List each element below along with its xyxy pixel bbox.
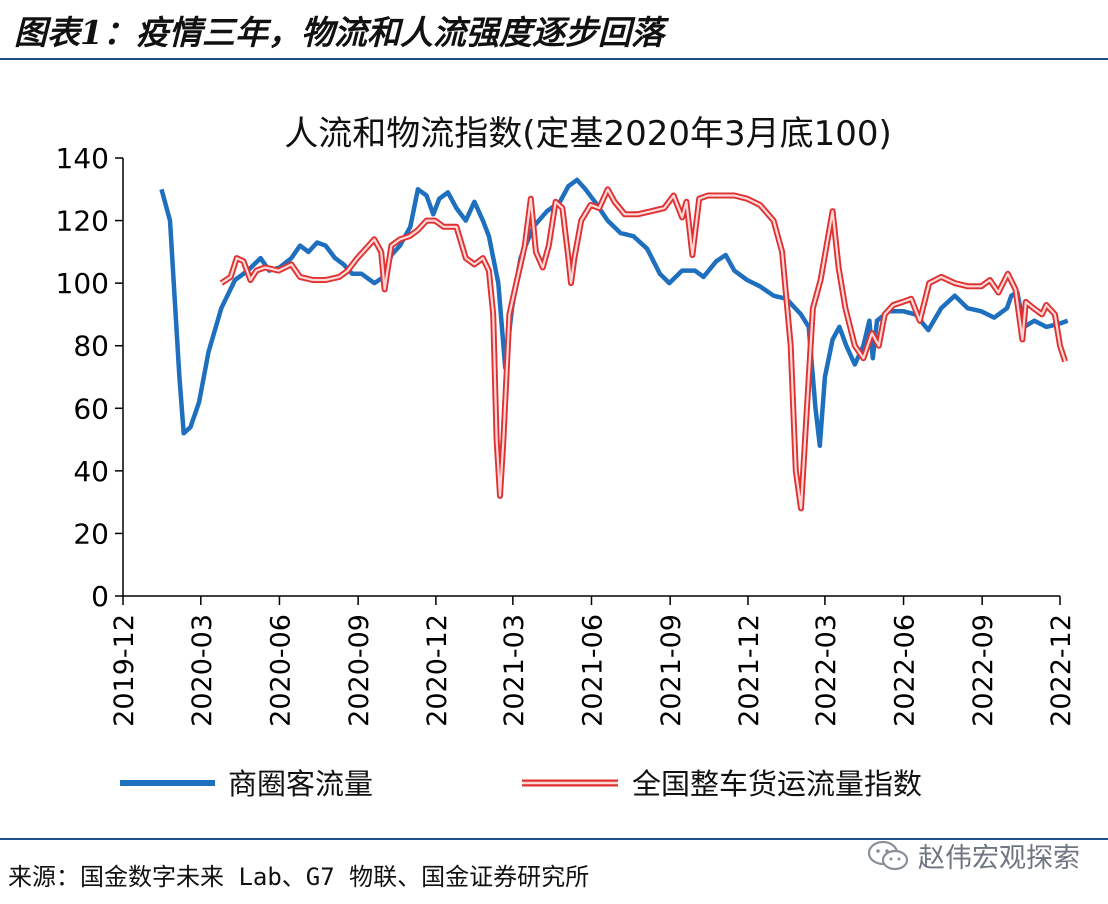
x-tick-label: 2022-06 <box>890 614 921 727</box>
footer-divider <box>0 838 1108 840</box>
x-tick-label: 2021-03 <box>499 614 530 727</box>
source-note: 来源：国金数字未来 Lab、G7 物联、国金证券研究所 <box>8 863 590 891</box>
series-layer <box>159 177 1069 512</box>
y-tick-label: 0 <box>91 580 109 613</box>
series-line <box>220 188 1067 510</box>
x-axis: 2019-12 2020-03 2020-06 2020-09 2020-12 2021-… <box>109 595 1077 727</box>
watermark: 赵伟宏观探索 <box>866 836 1080 875</box>
x-tick-label: 2020-06 <box>265 614 296 727</box>
x-tick-label: 2021-06 <box>578 614 609 727</box>
series-line <box>159 177 1069 449</box>
x-tick-label: 2020-09 <box>344 614 375 727</box>
legend-label: 商圈客流量 <box>228 767 373 801</box>
series-line-outline <box>219 186 1068 512</box>
y-tick-label: 100 <box>56 267 109 300</box>
y-tick-label: 120 <box>56 205 109 238</box>
x-tick-label: 2022-12 <box>1046 614 1077 727</box>
series-2 <box>219 186 1068 512</box>
y-tick-label: 60 <box>73 392 109 425</box>
x-tick-label: 2020-03 <box>187 614 218 727</box>
figure-title: 图表1：疫情三年，物流和人流强度逐步回落 <box>14 13 664 52</box>
x-tick-label: 2019-12 <box>109 614 140 727</box>
x-tick-label: 2022-03 <box>811 614 842 727</box>
x-tick-label: 2021-09 <box>656 614 687 727</box>
header-divider <box>0 58 1108 60</box>
series-1 <box>159 177 1069 449</box>
x-tick-label: 2021-12 <box>734 614 765 727</box>
legend-item-1: 商圈客流量 <box>120 767 373 801</box>
y-tick-label: 20 <box>73 517 109 550</box>
x-tick-label: 2020-12 <box>422 614 453 727</box>
legend-item-2: 全国整车货运流量指数 <box>522 767 922 801</box>
line-chart: 人流和物流指数(定基2020年3月底100) 0 20 40 60 80 100 120 14… <box>56 114 1077 801</box>
wechat-icon <box>867 840 909 870</box>
watermark-text: 赵伟宏观探索 <box>918 843 1080 874</box>
y-tick-label: 140 <box>56 142 109 175</box>
y-axis: 0 20 40 60 80 100 120 140 <box>56 142 124 613</box>
y-tick-label: 40 <box>73 455 109 488</box>
y-tick-label: 80 <box>73 330 109 363</box>
legend: 商圈客流量 全国整车货运流量指数 <box>120 767 922 801</box>
chart-title: 人流和物流指数(定基2020年3月底100) <box>284 114 892 154</box>
legend-label: 全国整车货运流量指数 <box>632 767 922 801</box>
x-tick-label: 2022-09 <box>968 614 999 727</box>
